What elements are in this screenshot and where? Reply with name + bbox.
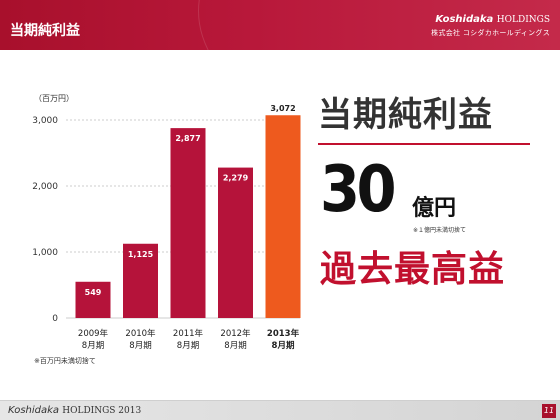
x-tick-period-4: 8月期: [272, 340, 295, 351]
footer-bar: Koshidaka HOLDINGS 2013 11: [0, 400, 560, 420]
x-tick-year-4: 2013年: [267, 328, 300, 339]
bar-value-label-0: 549: [85, 288, 102, 297]
bar-3: [218, 167, 253, 318]
y-tick-label-3: 3,000: [32, 116, 58, 126]
chart-unit-label: （百万円）: [34, 94, 74, 103]
page-number: 11: [542, 404, 556, 418]
summary-amount: 30: [320, 153, 397, 227]
x-tick-year-3: 2012年: [220, 328, 251, 339]
summary-divider: [318, 143, 530, 145]
x-tick-period-3: 8月期: [224, 341, 246, 351]
bar-value-label-2: 2,877: [175, 134, 200, 143]
y-tick-label-2: 2,000: [32, 182, 58, 192]
footer-brand: Koshidaka HOLDINGS 2013: [8, 405, 141, 416]
x-tick-period-1: 8月期: [129, 341, 151, 351]
x-tick-year-0: 2009年: [78, 328, 109, 339]
chart-footnote: ※百万円未満切捨て: [34, 357, 96, 365]
bar-2: [170, 128, 206, 318]
x-tick-year-1: 2010年: [125, 328, 156, 339]
bar-0: [75, 281, 111, 318]
bar-value-label-4: 3,072: [270, 104, 295, 113]
page-title: 当期純利益: [10, 23, 80, 39]
y-tick-label-1: 1,000: [32, 248, 58, 258]
x-tick-period-0: 8月期: [82, 341, 104, 351]
bar-value-label-3: 2,279: [223, 174, 249, 183]
bar-value-label-1: 1,125: [128, 250, 154, 259]
bar-1: [123, 243, 158, 318]
summary-heading: 当期純利益: [318, 95, 493, 135]
summary-amount-note: ※１億円未満切捨て: [413, 227, 467, 234]
record-profit-label: 過去最高益: [320, 249, 506, 290]
y-tick-label-0: 0: [52, 314, 58, 324]
x-tick-period-2: 8月期: [177, 341, 199, 351]
bar-4: [265, 115, 301, 318]
summary-amount-unit: 億円: [412, 196, 457, 221]
footer-brand-name: Koshidaka: [8, 405, 60, 416]
x-tick-year-2: 2011年: [173, 328, 204, 339]
footer-brand-suffix: HOLDINGS 2013: [62, 406, 142, 416]
header-bar: 当期純利益 Koshidaka HOLDINGS 株式会社 コシダカホールディン…: [0, 0, 560, 50]
